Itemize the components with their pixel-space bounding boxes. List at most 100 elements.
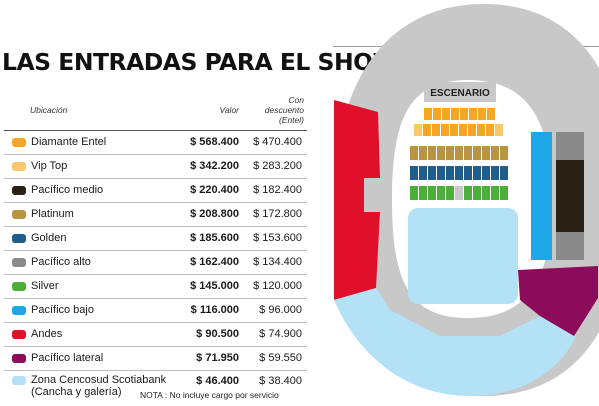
- header-discount-line-1: Con: [288, 95, 304, 105]
- seat-diamante: [468, 124, 476, 136]
- seating-grid: [410, 108, 508, 200]
- color-swatch: [12, 354, 26, 363]
- seat-diamante: [424, 108, 432, 120]
- seat-platinum: [482, 146, 490, 160]
- row-price: $ 342.200: [190, 160, 239, 172]
- color-swatch: [12, 306, 26, 315]
- row-discount-price: $ 96.000: [259, 304, 302, 316]
- seat-golden: [500, 166, 508, 180]
- footnote: NOTA : No incluye cargo por servicio: [140, 390, 279, 400]
- seat-diamante: [460, 108, 468, 120]
- seat-platinum: [473, 146, 481, 160]
- row-price: $ 568.400: [190, 136, 239, 148]
- section-cancha-field: [408, 208, 518, 304]
- row-price: $ 116.000: [190, 304, 239, 316]
- seat-golden: [491, 166, 499, 180]
- row-label-line-1: Zona Cencosud Scotiabank: [31, 374, 167, 386]
- seat-diamante: [441, 124, 449, 136]
- seat-platinum: [455, 146, 463, 160]
- row-price: $ 145.000: [190, 280, 239, 292]
- row-discount-price: $ 182.400: [253, 184, 302, 196]
- row-price: $ 208.800: [190, 208, 239, 220]
- seat-golden: [473, 166, 481, 180]
- row-label: Vip Top: [31, 160, 68, 172]
- table-header: Ubicación Valor Con descuento (Entel): [4, 93, 307, 131]
- seat-diamante: [478, 108, 486, 120]
- section-pacifico-alto-bottom: [556, 232, 584, 260]
- color-swatch: [12, 234, 26, 243]
- row-price: $ 220.400: [190, 184, 239, 196]
- row-label-line-2: (Cancha y galería): [31, 386, 122, 398]
- table-row: Pacífico lateral $ 71.950 $ 59.550: [4, 347, 307, 371]
- row-label: Pacífico medio: [31, 184, 104, 196]
- table-row: Silver $ 145.000 $ 120.000: [4, 275, 307, 299]
- seat-golden: [446, 166, 454, 180]
- table-row: Andes $ 90.500 $ 74.900: [4, 323, 307, 347]
- row-price: $ 162.400: [190, 256, 239, 268]
- row-discount-price: $ 283.200: [253, 160, 302, 172]
- section-andes: [334, 100, 380, 300]
- table-row: Pacífico medio $ 220.400 $ 182.400: [4, 179, 307, 203]
- seat-diamante: [495, 124, 503, 136]
- seat-diamante: [442, 108, 450, 120]
- table-row: Platinum $ 208.800 $ 172.800: [4, 203, 307, 227]
- color-swatch: [12, 210, 26, 219]
- header-location: Ubicación: [30, 105, 68, 115]
- price-table: Ubicación Valor Con descuento (Entel) Di…: [4, 93, 307, 406]
- table-row: Zona Cencosud Scotiabank (Cancha y galerí…: [4, 371, 307, 406]
- seat-golden: [482, 166, 490, 180]
- header-rule: [4, 130, 307, 131]
- seat-platinum: [428, 146, 436, 160]
- seat-silver: [473, 186, 481, 200]
- table-row: Pacífico alto $ 162.400 $ 134.400: [4, 251, 307, 275]
- seat-silver: [455, 186, 463, 200]
- header-discount-line-2: descuento: [264, 105, 304, 115]
- seat-silver: [464, 186, 472, 200]
- stadium-map: ESCENARIO: [334, 4, 599, 396]
- seat-silver: [428, 186, 436, 200]
- seat-silver: [446, 186, 454, 200]
- color-swatch: [12, 258, 26, 267]
- color-swatch: [12, 186, 26, 195]
- seat-silver: [437, 186, 445, 200]
- row-label: Golden: [31, 232, 67, 244]
- stage-label: ESCENARIO: [430, 88, 490, 99]
- color-swatch: [12, 330, 26, 339]
- table-row: Vip Top $ 342.200 $ 283.200: [4, 155, 307, 179]
- row-label: Silver: [31, 280, 59, 292]
- section-pacifico-medio: [556, 160, 584, 232]
- row-price: $ 185.600: [190, 232, 239, 244]
- seat-diamante: [451, 108, 459, 120]
- row-discount-price: $ 470.400: [253, 136, 302, 148]
- table-row: Pacífico bajo $ 116.000 $ 96.000: [4, 299, 307, 323]
- page-title: LAS ENTRADAS PARA EL SHOW: [2, 48, 399, 76]
- seat-diamante: [450, 124, 458, 136]
- section-pacifico-alto-top: [556, 132, 584, 160]
- table-row: Diamante Entel $ 568.400 $ 470.400: [4, 131, 307, 155]
- row-label: Platinum: [31, 208, 74, 220]
- row-discount-price: $ 120.000: [253, 280, 302, 292]
- row-discount-price: $ 59.550: [259, 352, 302, 364]
- seat-diamante: [423, 124, 431, 136]
- row-price: $ 71.950: [196, 352, 239, 364]
- row-price: $ 90.500: [196, 328, 239, 340]
- row-label: Pacífico alto: [31, 256, 91, 268]
- row-discount-price: $ 172.800: [253, 208, 302, 220]
- seat-silver: [482, 186, 490, 200]
- seat-golden: [437, 166, 445, 180]
- seat-golden: [428, 166, 436, 180]
- seat-golden: [410, 166, 418, 180]
- section-pacifico-lateral: [518, 266, 598, 336]
- stage: [424, 82, 496, 102]
- seat-platinum: [491, 146, 499, 160]
- seat-silver: [419, 186, 427, 200]
- row-label: Diamante Entel: [31, 136, 107, 148]
- row-label: Pacífico lateral: [31, 352, 104, 364]
- seat-platinum: [446, 146, 454, 160]
- color-swatch: [12, 138, 26, 147]
- row-discount-price: $ 134.400: [253, 256, 302, 268]
- header-value: Valor: [219, 105, 239, 115]
- seat-silver: [410, 186, 418, 200]
- section-cancha: [334, 288, 576, 396]
- seat-diamante: [486, 124, 494, 136]
